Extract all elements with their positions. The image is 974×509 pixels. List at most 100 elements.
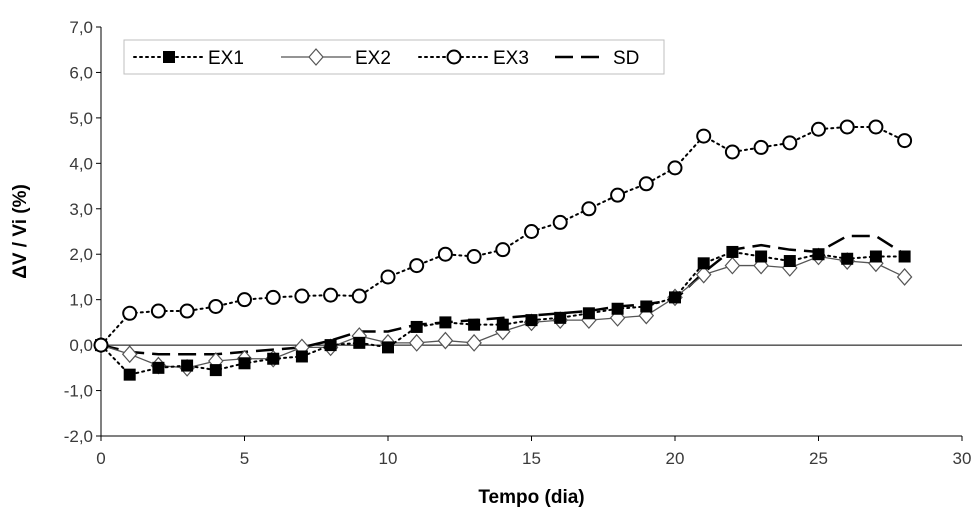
data-point-ex1 <box>209 364 222 377</box>
data-point-ex3 <box>782 135 798 151</box>
data-point-ex1 <box>554 311 567 324</box>
data-point-ex3 <box>265 289 281 305</box>
y-tick-label: 5,0 <box>69 109 93 128</box>
legend-marker-ex3 <box>446 49 462 65</box>
y-tick-label: 4,0 <box>69 154 93 173</box>
x-tick-label: 10 <box>379 449 398 468</box>
data-point-ex1 <box>611 302 624 315</box>
y-tick-label: 6,0 <box>69 63 93 82</box>
series-line-ex2 <box>100 255 905 369</box>
data-point-ex3 <box>380 269 396 285</box>
data-point-ex1 <box>783 255 796 268</box>
data-point-ex1 <box>697 257 710 270</box>
data-point-ex1 <box>898 250 911 263</box>
data-point-ex1 <box>582 307 595 320</box>
data-point-ex1 <box>496 318 509 331</box>
data-point-ex3 <box>696 128 712 144</box>
data-point-ex2 <box>466 333 482 352</box>
data-point-ex3 <box>839 119 855 135</box>
data-point-ex1 <box>468 318 481 331</box>
y-tick-label: 1,0 <box>69 291 93 310</box>
y-tick-label: -2,0 <box>64 427 93 446</box>
y-tick-label: 3,0 <box>69 200 93 219</box>
y-tick-label: 0,0 <box>69 336 93 355</box>
axes: -2,0 -1,0 0,0 1,0 2,0 3,0 4,0 5,0 6,0 7,0 0 5 10 15 20… <box>64 18 972 468</box>
x-tick-label: 20 <box>666 449 685 468</box>
data-point-ex3 <box>93 337 109 353</box>
x-tick-label: 30 <box>953 449 972 468</box>
data-point-ex3 <box>150 303 166 319</box>
data-point-ex1 <box>324 339 337 352</box>
series-line-ex1 <box>100 250 906 376</box>
x-axis-title: Tempo (dia) <box>478 487 584 508</box>
data-point-ex1 <box>353 336 366 349</box>
y-tick-label: 2,0 <box>69 245 93 264</box>
legend-box <box>123 39 665 75</box>
legend-marker-ex2 <box>308 48 324 66</box>
data-point-ex3 <box>323 287 339 303</box>
data-point-ex1 <box>238 357 251 370</box>
data-point-ex2 <box>896 268 913 286</box>
data-point-ex3 <box>552 214 568 230</box>
data-point-ex3 <box>868 119 884 135</box>
data-point-ex3 <box>466 248 482 264</box>
data-point-ex2 <box>724 256 741 275</box>
data-point-ex2 <box>121 345 138 364</box>
data-point-ex3 <box>667 160 683 176</box>
data-point-ex3 <box>409 258 425 274</box>
legend: EX1 EX2 EX3 SD <box>123 39 665 75</box>
data-point-ex3 <box>122 305 138 321</box>
data-point-ex3 <box>753 139 769 155</box>
data-point-ex1 <box>669 291 681 304</box>
series-line-sd <box>100 234 906 356</box>
legend-label-ex3: EX3 <box>493 48 529 69</box>
legend-label-ex1: EX1 <box>208 48 244 69</box>
data-point-ex3 <box>524 224 539 239</box>
x-tick-label: 25 <box>809 449 828 468</box>
data-point-ex1 <box>410 320 423 333</box>
legend-label-ex2: EX2 <box>355 48 391 69</box>
data-point-ex1 <box>382 341 394 354</box>
data-point-ex1 <box>181 359 194 372</box>
data-point-ex2 <box>437 331 454 350</box>
legend-marker-ex1 <box>163 51 175 63</box>
data-point-ex1 <box>726 245 739 258</box>
data-point-ex3 <box>437 246 453 262</box>
series-sd <box>100 234 906 356</box>
series-group <box>93 119 913 381</box>
y-tick-label: -1,0 <box>64 382 93 401</box>
data-point-ex2 <box>408 333 425 352</box>
data-point-ex3 <box>897 133 913 149</box>
data-point-ex3 <box>208 298 224 314</box>
y-tick-label: 7,0 <box>69 18 93 37</box>
data-point-ex1 <box>640 300 653 313</box>
data-point-ex3 <box>581 201 597 217</box>
data-point-ex1 <box>123 368 136 381</box>
data-point-ex3 <box>351 288 367 304</box>
data-point-ex3 <box>495 242 511 258</box>
series-line-ex3 <box>100 125 906 347</box>
y-axis-title: ΔV / Vi (%) <box>10 184 31 279</box>
data-point-ex3 <box>237 292 252 308</box>
data-point-ex1 <box>267 352 280 365</box>
x-tick-label: 5 <box>240 449 249 468</box>
x-tick-label: 15 <box>522 449 541 468</box>
data-point-ex1 <box>525 314 538 327</box>
series-ex1 <box>95 245 911 381</box>
data-point-ex3 <box>724 144 740 160</box>
data-point-ex1 <box>841 252 854 265</box>
data-point-ex1 <box>755 250 768 263</box>
data-point-ex1 <box>439 316 452 329</box>
data-point-ex1 <box>295 350 308 363</box>
data-point-ex3 <box>179 303 195 319</box>
data-point-ex3 <box>294 288 310 304</box>
legend-label-sd: SD <box>613 48 639 69</box>
series-ex3 <box>93 119 913 353</box>
data-point-ex3 <box>638 176 654 192</box>
data-point-ex3 <box>811 121 826 137</box>
x-tick-label: 0 <box>96 449 105 468</box>
data-point-ex1 <box>812 248 825 261</box>
data-point-ex2 <box>695 265 712 284</box>
data-point-ex3 <box>610 187 626 203</box>
